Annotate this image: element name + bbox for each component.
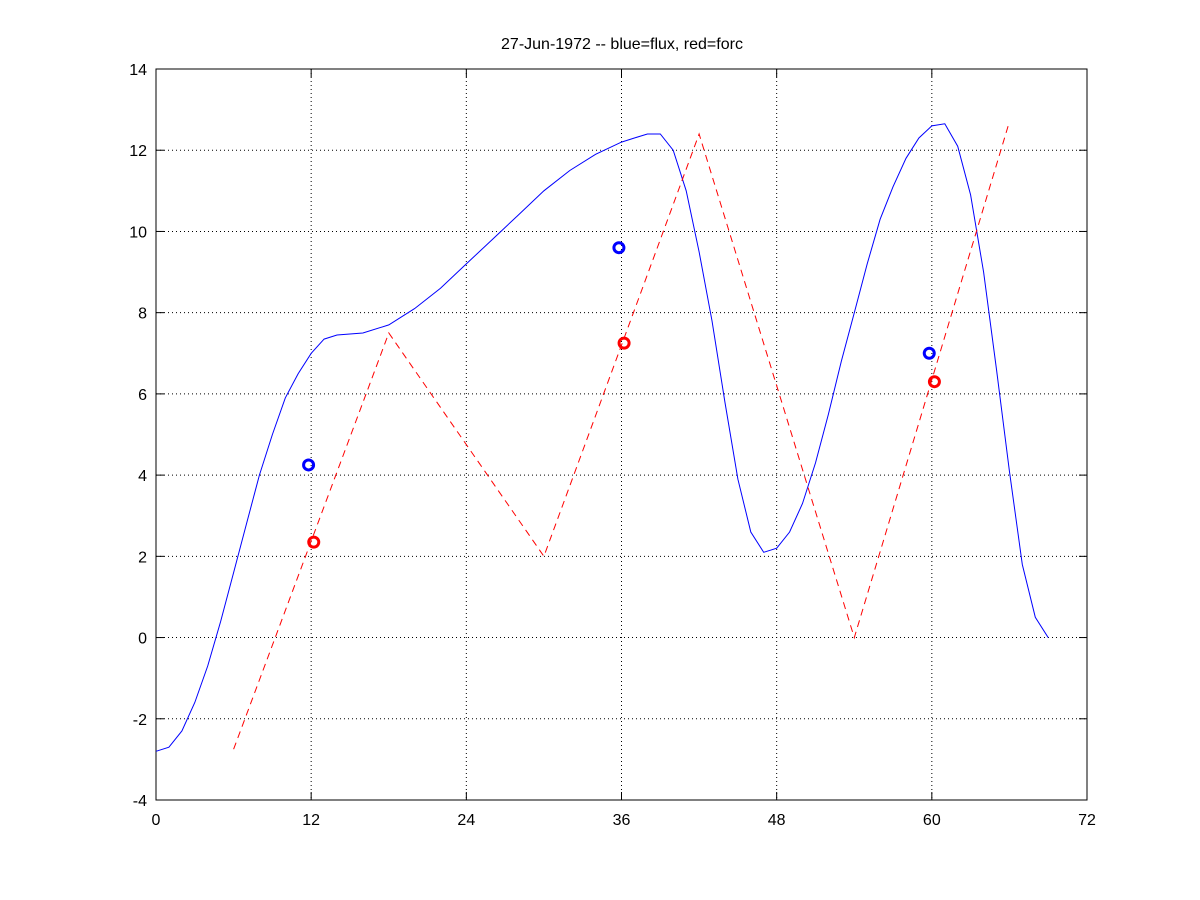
series-line-forc — [233, 121, 1010, 750]
forc-marker — [307, 535, 321, 549]
y-tick-label: 6 — [138, 387, 147, 404]
series-line-flux — [155, 123, 1049, 752]
y-tick-label: 4 — [138, 468, 147, 485]
flux-marker — [922, 346, 936, 360]
series — [155, 121, 1049, 752]
x-tick-label: 12 — [302, 812, 320, 829]
x-tick-label: 24 — [457, 812, 475, 829]
y-tick-label: -2 — [133, 712, 147, 729]
x-tick-label: 0 — [152, 812, 161, 829]
flux-marker — [612, 241, 626, 255]
forc-marker — [617, 336, 631, 350]
plot-area-frame — [155, 68, 1088, 801]
forc-marker — [927, 375, 941, 389]
y-tick-label: 14 — [129, 62, 147, 79]
markers — [302, 241, 941, 549]
x-tick-label: 72 — [1078, 812, 1096, 829]
y-tick-label: 0 — [138, 631, 147, 648]
grid — [156, 69, 1087, 800]
x-tick-label: 48 — [768, 812, 786, 829]
x-tick-label: 60 — [923, 812, 941, 829]
y-tick-label: -4 — [133, 793, 147, 810]
y-tick-label: 2 — [138, 549, 147, 566]
y-tick-label: 10 — [129, 224, 147, 241]
y-tick-label: 12 — [129, 143, 147, 160]
y-tick-label: 8 — [138, 306, 147, 323]
x-tick-label: 36 — [613, 812, 631, 829]
chart-title: 27-Jun-1972 -- blue=flux, red=forc — [501, 36, 743, 53]
flux-marker — [302, 458, 316, 472]
